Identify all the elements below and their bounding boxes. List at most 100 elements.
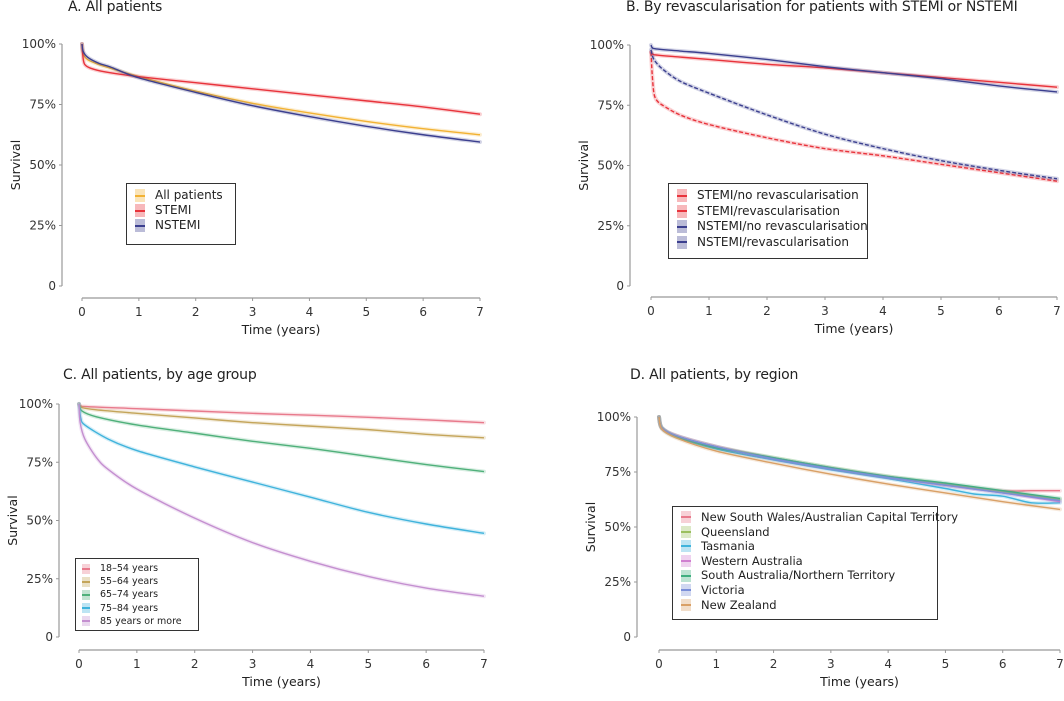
panel-b-y-tick-label: 100% (590, 38, 624, 52)
panel-c-series-65-74-years (78, 403, 485, 473)
panel-a-x-tick-label: 5 (362, 305, 370, 319)
panel-c-legend-item: 18–54 years (82, 562, 192, 575)
panel-a-x-tick-label: 3 (249, 305, 257, 319)
panel-d-y-tick-label: 100% (597, 410, 631, 424)
panel-b-y-tick-label: 50% (597, 159, 624, 173)
panel-d-legend-swatch (681, 540, 691, 553)
panel-d-x-tick-label: 6 (999, 657, 1007, 671)
panel-a-legend-swatch (135, 219, 145, 232)
panel-c-legend-swatch (82, 563, 90, 574)
panel-d-y-axis-label: Survival (583, 502, 598, 552)
panel-b-plot: 0 25% 50% 75% 100% 0 1 2 3 4 5 6 7 Time (years) Surviv… (576, 38, 1061, 336)
panel-d-y-tick-label: 75% (604, 465, 631, 479)
panel-d-legend-item: Western Australia (681, 554, 929, 569)
panel-c-x-tick-label: 5 (364, 657, 372, 671)
panel-d-x-tick-label: 1 (712, 657, 720, 671)
panel-a-legend: All patients STEMI NSTEMI (126, 183, 236, 245)
panel-d-legend-item: Queensland (681, 525, 929, 540)
panel-b-y-tick-label: 75% (597, 98, 624, 112)
panel-d-legend-label: Victoria (701, 582, 745, 597)
panel-b-legend-swatch (677, 204, 687, 218)
panel-c-series-85-years-or-more (78, 403, 485, 597)
panel-b-x-axis-label: Time (years) (814, 321, 894, 336)
panel-c-y-tick-label: 75% (26, 455, 53, 469)
panel-d-legend-swatch (681, 584, 691, 597)
panel-d-legend-swatch (681, 525, 691, 538)
panel-b-x-tick-label: 5 (937, 304, 945, 318)
panel-a-x-tick-label: 6 (419, 305, 427, 319)
panel-c-x-tick-label: 3 (249, 657, 257, 671)
panel-a-legend-label: All patients (155, 188, 223, 202)
panel-c-legend-item: 75–84 years (82, 602, 192, 615)
panel-a-legend-item: STEMI (135, 203, 227, 218)
panel-b-legend-swatch (677, 220, 687, 234)
panel-d-x-tick-label: 3 (827, 657, 835, 671)
panel-c-legend-label: 18–54 years (100, 563, 159, 574)
panel-b-legend: STEMI/no revascularisation STEMI/revascul… (668, 183, 868, 259)
panel-d-legend-label: Western Australia (701, 553, 803, 568)
panel-d-legend-label: South Australia/Northern Territory (701, 568, 896, 583)
panel-a-y-tick-label: 50% (29, 158, 56, 172)
panel-d-series-victoria (658, 416, 1061, 502)
panel-c-legend-label: 65–74 years (100, 589, 159, 601)
panel-d-series-queensland-band (657, 415, 1062, 502)
panel-b-x-tick-label: 7 (1053, 304, 1061, 318)
panel-b-series-nstemi-no-revascularisation (650, 49, 1058, 180)
panel-c-title: C. All patients, by age group (63, 367, 257, 383)
panel-b: B. By revascularisation for patients wit… (0, 0, 1064, 350)
panel-c-series-75-84-years (78, 403, 485, 535)
panel-d-y-tick-label: 0 (623, 630, 631, 644)
panel-d-series-queensland (658, 416, 1061, 501)
panel-c-legend-item: 85 years or more (82, 615, 192, 628)
panel-c-series-55-64-years (78, 403, 485, 439)
panel-c-legend-label: 75–84 years (100, 602, 159, 614)
panel-a-y-tick-label: 100% (22, 37, 56, 51)
panel-c-legend-item: 65–74 years (82, 588, 192, 601)
panel-c-legend-label: 55–64 years (100, 576, 159, 588)
panel-b-legend-label: STEMI/revascularisation (697, 203, 840, 218)
panel-c-legend-swatch (82, 616, 90, 627)
panel-d-series-south-australia-northern-territory-band (657, 415, 1062, 501)
panel-d-title: D. All patients, by region (630, 367, 799, 383)
panel-a-legend-swatch (135, 189, 145, 202)
panel-d-x-tick-label: 2 (770, 657, 778, 671)
panel-c-y-tick-label: 25% (26, 572, 53, 586)
panel-d-y-tick-label: 25% (604, 575, 631, 589)
panel-c-y-tick-label: 0 (45, 630, 53, 644)
panel-a-y-tick-label: 75% (29, 98, 56, 112)
panel-b-x-tick-label: 1 (705, 304, 713, 318)
panel-b-y-axis-label: Survival (576, 140, 591, 190)
panel-d-legend-label: Queensland (701, 524, 770, 539)
panel-a-x-tick-label: 4 (306, 305, 314, 319)
panel-d-legend-label: New South Wales/Australian Capital Terri… (701, 510, 959, 524)
panel-a-series-nstemi (81, 43, 481, 143)
panel-c-y-tick-label: 100% (19, 397, 53, 411)
panel-d-legend-item: Victoria (681, 583, 929, 598)
panel-b-legend-label: NSTEMI/revascularisation (697, 234, 849, 249)
panel-b-y-tick-label: 25% (597, 219, 624, 233)
panel-a-legend-label: NSTEMI (155, 218, 201, 232)
panel-d-x-tick-label: 4 (884, 657, 892, 671)
panel-b-title: B. By revascularisation for patients wit… (626, 0, 1018, 15)
panel-d-legend-item: South Australia/Northern Territory (681, 568, 929, 583)
panel-a-plot: 0 25% 50% 75% 100% 0 1 2 3 4 5 6 7 Time (years) Surviv… (8, 37, 484, 337)
panel-a-x-tick-label: 1 (135, 305, 143, 319)
panel-b-series-stemi-revascularisation (650, 51, 1058, 88)
panel-c-y-axis-label: Survival (5, 495, 20, 545)
panel-b-x-tick-label: 2 (763, 304, 771, 318)
panel-d-legend-swatch (681, 598, 691, 611)
panel-a-x-tick-label: 7 (476, 305, 484, 319)
panel-d-legend-item: Tasmania (681, 539, 929, 554)
panel-a-y-tick-label: 25% (29, 219, 56, 233)
panel-c-legend-item: 55–64 years (82, 575, 192, 588)
panel-c-series-18-54-years (78, 403, 485, 424)
panel-c-legend-label: 85 years or more (100, 615, 182, 627)
panel-a-series-all-patients (81, 43, 481, 136)
panel-d-x-tick-label: 5 (942, 657, 950, 671)
panel-a-legend-swatch (135, 204, 145, 217)
panel-b-legend-label: NSTEMI/no revascularisation (697, 219, 868, 233)
panel-b-series-nstemi-revascularisation (650, 44, 1058, 93)
panel-c-legend-swatch (82, 603, 90, 614)
panel-d-series-new-zealand (658, 416, 1061, 511)
